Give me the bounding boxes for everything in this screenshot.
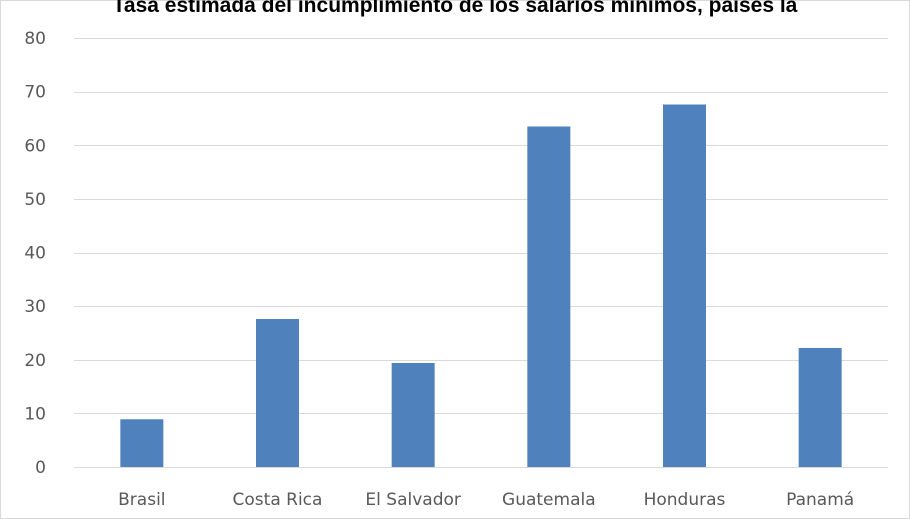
x-tick-label: Costa Rica bbox=[233, 490, 323, 510]
y-tick-label: 30 bbox=[24, 297, 46, 317]
y-tick-label: 40 bbox=[24, 244, 46, 264]
bar bbox=[527, 126, 570, 467]
bar bbox=[663, 104, 706, 467]
y-tick-label: 50 bbox=[24, 190, 46, 210]
x-tick-label: Guatemala bbox=[502, 490, 596, 510]
bar bbox=[799, 348, 842, 467]
bar bbox=[256, 319, 299, 467]
bar bbox=[392, 363, 435, 467]
x-tick-label: El Salvador bbox=[365, 490, 460, 510]
y-tick-label: 80 bbox=[24, 29, 46, 49]
y-tick-label: 70 bbox=[24, 83, 46, 103]
y-tick-label: 0 bbox=[35, 458, 46, 478]
x-tick-label: Panamá bbox=[786, 490, 854, 510]
y-tick-label: 10 bbox=[24, 404, 46, 424]
bar bbox=[120, 419, 163, 467]
y-tick-label: 60 bbox=[24, 136, 46, 156]
x-tick-label: Brasil bbox=[118, 490, 165, 510]
y-tick-label: 20 bbox=[24, 351, 46, 371]
x-tick-label: Honduras bbox=[644, 490, 726, 510]
